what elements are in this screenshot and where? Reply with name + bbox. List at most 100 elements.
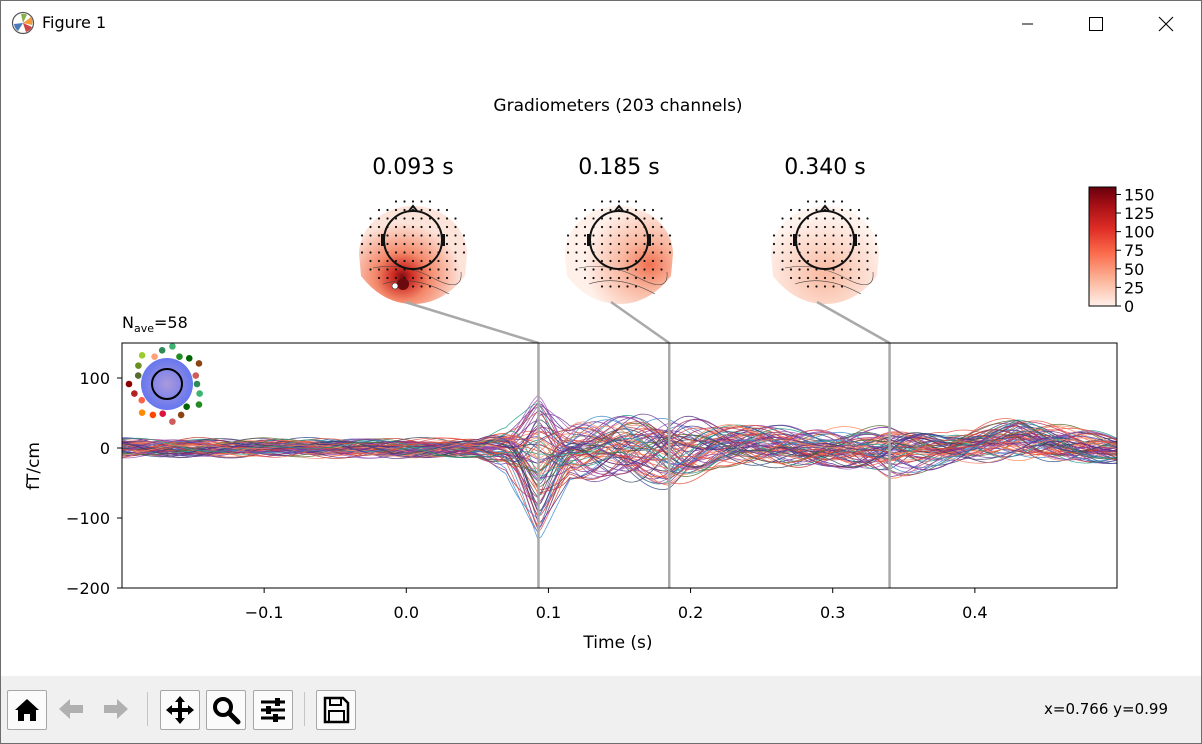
sensor-dot (420, 285, 423, 288)
sensor-legend-dot (138, 396, 146, 404)
sensor-dot (823, 276, 827, 280)
sensor-dot (840, 259, 844, 263)
maximize-button[interactable] (1072, 0, 1118, 46)
sensor-dot (583, 251, 587, 254)
configure-subplots-button[interactable] (253, 690, 293, 730)
topomap-group: 0.093 s 0.185 s 0.340 s (359, 155, 879, 304)
sensor-dot (840, 225, 844, 229)
sensor-dot (781, 225, 784, 229)
sensor-dot (626, 285, 629, 288)
sensor-dot (454, 259, 457, 263)
sensor-dot (815, 259, 818, 263)
sensor-dot (592, 251, 595, 254)
sensor-dot (781, 251, 784, 254)
sensor-dot (617, 285, 621, 288)
sensor-dot (823, 268, 827, 271)
sensor-dot (583, 225, 587, 229)
forward-button[interactable] (97, 690, 137, 730)
sensor-dot (651, 208, 655, 212)
minimize-button[interactable] (1004, 0, 1050, 46)
sensor-dot (592, 234, 595, 237)
pan-icon (166, 696, 194, 724)
topomap: 0.185 s (565, 155, 673, 304)
sensor-dot (617, 268, 621, 271)
sensor-dot (609, 217, 612, 220)
sensor-dot (798, 208, 801, 212)
sensor-dot (420, 251, 423, 254)
sensor-dot (798, 225, 801, 229)
sensor-dot (609, 251, 612, 254)
sensor-dot (626, 268, 629, 271)
sensor-dot (849, 217, 852, 220)
sensor-dot (360, 242, 364, 246)
sensor-dot (428, 217, 432, 220)
y-tick-label: 100 (79, 369, 110, 388)
sensor-dot (668, 251, 672, 254)
sensor-dot (411, 217, 415, 220)
topomap-connector-line (816, 300, 891, 345)
sensor-dot (840, 276, 844, 280)
home-button[interactable] (7, 690, 47, 730)
sensor-dot (823, 285, 827, 288)
sensor-legend-dot (134, 372, 142, 379)
sensor-legend-dot (135, 362, 142, 369)
topomap-connector-line (404, 300, 539, 345)
sensor-dot (575, 251, 578, 254)
sensor-dot (411, 242, 415, 246)
sensor-dot (403, 225, 406, 229)
sensor-dot (420, 276, 423, 280)
sensor-dot (857, 234, 861, 237)
sensor-dot (772, 251, 776, 254)
sensor-dot (575, 259, 578, 263)
sensor-dot (394, 259, 398, 263)
sensor-dot (789, 242, 793, 246)
sensor-legend-dot (196, 390, 203, 397)
sensor-dot (806, 259, 810, 263)
sensor-dot (857, 251, 861, 254)
y-tick-label: −200 (66, 579, 110, 598)
sensor-dot (428, 200, 432, 203)
sensor-dot (781, 259, 784, 263)
sensor-dot (806, 225, 810, 229)
sensor-dot (840, 251, 844, 254)
sensor-legend-dot (158, 347, 166, 354)
sensor-legend-dot (159, 410, 167, 417)
sensor-dot (411, 285, 415, 288)
sensor-dot (617, 234, 621, 237)
sensor-dot (445, 217, 449, 220)
sensor-dot (806, 268, 810, 271)
sensor-dot (643, 234, 646, 237)
zoom-icon (213, 697, 241, 725)
sensor-dot (394, 276, 398, 280)
toolbar-separator (304, 692, 305, 726)
sensor-dot (583, 234, 587, 237)
sensor-dot (857, 242, 861, 246)
sensor-dot (874, 234, 878, 237)
sensor-dot (403, 208, 406, 212)
back-button[interactable] (52, 690, 92, 730)
sensor-dot (437, 259, 440, 263)
sensor-dot (840, 268, 844, 271)
colorbar-tick-label: 100 (1124, 223, 1155, 242)
sensor-dot (617, 217, 621, 220)
zoom-button[interactable] (206, 690, 246, 730)
sensor-dot (823, 225, 827, 229)
topomap-title: 0.093 s (372, 155, 453, 180)
figure-canvas[interactable]: Gradiometers (203 channels) 0.093 s 0.185… (0, 46, 1202, 676)
sensor-dot (600, 208, 604, 212)
pan-button[interactable] (160, 690, 200, 730)
sensor-dot (454, 234, 457, 237)
sensor-dot (857, 276, 861, 280)
sensor-dot (772, 242, 776, 246)
sensor-dot (369, 251, 372, 254)
save-button[interactable] (316, 690, 356, 730)
x-axis: −0.1 0.0 0.1 0.2 0.3 0.4 (245, 588, 988, 622)
sensor-dot (840, 285, 844, 288)
sensor-dot (394, 208, 398, 212)
sensor-dot (849, 268, 852, 271)
sensor-dot (806, 200, 810, 203)
close-button[interactable] (1142, 0, 1188, 46)
sensor-dot (420, 200, 423, 203)
sensor-dot (823, 251, 827, 254)
sensor-dot (857, 208, 861, 212)
